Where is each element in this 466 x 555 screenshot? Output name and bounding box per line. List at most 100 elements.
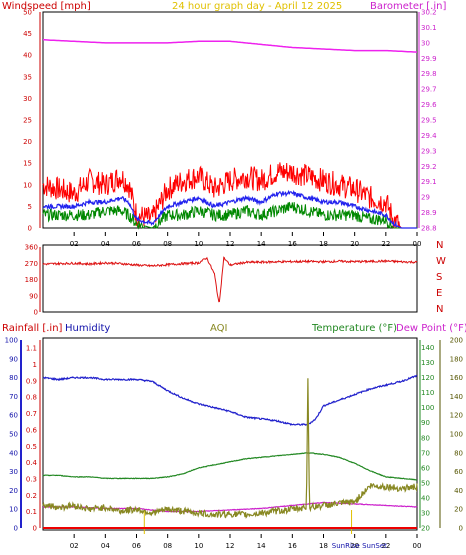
wind-hour-label: 12 bbox=[226, 240, 235, 248]
temperature-tick-label: 110 bbox=[421, 389, 434, 397]
wind-tick-label: 30 bbox=[23, 95, 32, 103]
temperature-tick-label: 120 bbox=[421, 374, 434, 382]
direction-tick-label: 0 bbox=[34, 309, 38, 317]
barometer-tick-label: 29.6 bbox=[421, 101, 437, 109]
humidity-tick-label: 90 bbox=[9, 355, 18, 363]
humidity-tick-label: 100 bbox=[5, 337, 18, 345]
wind-hour-label: 00 bbox=[413, 240, 422, 248]
temperature-tick-label: 130 bbox=[421, 359, 434, 367]
rainfall-tick-label: 0.5 bbox=[26, 443, 37, 451]
climate-hour-label: 02 bbox=[70, 542, 79, 550]
climate-hour-label: 04 bbox=[101, 542, 110, 550]
wind-tick-label: 35 bbox=[23, 73, 32, 81]
axis-ticks-layer: 0510152025303540455028.828.92929.129.229… bbox=[5, 9, 463, 551]
rainfall-tick-label: 0.3 bbox=[26, 475, 37, 483]
rainfall-tick-label: 1.1 bbox=[26, 345, 37, 353]
barometer-line bbox=[43, 39, 418, 53]
temperature-tick-label: 40 bbox=[421, 494, 430, 502]
climate-hour-label: 00 bbox=[413, 542, 422, 550]
wind-direction-line bbox=[42, 256, 418, 303]
barometer-tick-label: 29.2 bbox=[421, 163, 437, 171]
rainfall-tick-label: 0 bbox=[33, 525, 37, 533]
compass-label: W bbox=[436, 256, 446, 267]
temperature-title: Temperature (°F) bbox=[311, 323, 397, 334]
wind-tick-label: 0 bbox=[28, 225, 32, 233]
wind-hour-label: 04 bbox=[101, 240, 110, 248]
wind-hour-label: 08 bbox=[163, 240, 172, 248]
wind-tick-label: 10 bbox=[23, 181, 32, 189]
aqi-tick-label: 80 bbox=[454, 449, 463, 457]
aqi-line bbox=[42, 378, 418, 519]
barometer-tick-label: 29 bbox=[421, 194, 430, 202]
wind-tick-label: 40 bbox=[23, 52, 32, 60]
wind-tick-label: 50 bbox=[23, 9, 32, 17]
humidity-tick-label: 70 bbox=[9, 393, 18, 401]
rainfall-title: Rainfall [.in] bbox=[2, 323, 63, 334]
aqi-tick-label: 20 bbox=[454, 506, 463, 514]
direction-tick-label: 270 bbox=[25, 260, 38, 268]
compass-label: N bbox=[436, 304, 443, 315]
series-layer bbox=[42, 39, 418, 529]
climate-hour-label: 18 bbox=[319, 542, 328, 550]
wind-blue-line bbox=[42, 189, 417, 229]
climate-hour-label: 22 bbox=[381, 542, 390, 550]
wind-tick-label: 45 bbox=[23, 30, 32, 38]
temperature-tick-label: 90 bbox=[421, 419, 430, 427]
humidity-tick-label: 0 bbox=[14, 525, 18, 533]
wind-tick-label: 20 bbox=[23, 138, 32, 146]
aqi-tick-label: 140 bbox=[450, 393, 463, 401]
aqi-tick-label: 100 bbox=[450, 431, 463, 439]
barometer-tick-label: 28.9 bbox=[421, 209, 437, 217]
windspeed-title: Windspeed [mph] bbox=[2, 1, 91, 12]
temperature-tick-label: 100 bbox=[421, 404, 434, 412]
wind-hour-label: 10 bbox=[194, 240, 203, 248]
wind-tick-label: 25 bbox=[23, 117, 32, 125]
climate-hour-label: 10 bbox=[194, 542, 203, 550]
wind-tick-label: 5 bbox=[28, 203, 32, 211]
rainfall-tick-label: 1 bbox=[33, 361, 37, 369]
barometer-tick-label: 30.2 bbox=[421, 9, 437, 17]
barometer-tick-label: 29.9 bbox=[421, 55, 437, 63]
compass-label: E bbox=[436, 288, 442, 299]
temperature-tick-label: 80 bbox=[421, 434, 430, 442]
aqi-title: AQI bbox=[210, 323, 228, 334]
climate-hour-label: 06 bbox=[132, 542, 141, 550]
wind-hour-label: 18 bbox=[319, 240, 328, 248]
humidity-tick-label: 80 bbox=[9, 374, 18, 382]
climate-hour-label: 08 bbox=[163, 542, 172, 550]
climate-hour-label: 12 bbox=[226, 542, 235, 550]
dewpoint-title: Dew Point (°F) bbox=[396, 323, 466, 334]
barometer-tick-label: 30.1 bbox=[421, 24, 437, 32]
windspeed-line bbox=[42, 162, 417, 229]
barometer-tick-label: 29.5 bbox=[421, 117, 437, 125]
barometer-tick-label: 29.3 bbox=[421, 147, 437, 155]
graph-title: 24 hour graph day - April 12 2025 bbox=[172, 1, 342, 12]
direction-tick-label: 180 bbox=[25, 276, 38, 284]
rainfall-tick-label: 0.6 bbox=[26, 426, 38, 434]
humidity-tick-label: 50 bbox=[9, 431, 18, 439]
rainfall-tick-label: 0.7 bbox=[26, 410, 37, 418]
humidity-tick-label: 20 bbox=[9, 487, 18, 495]
wind-hour-label: 20 bbox=[350, 240, 359, 248]
temperature-tick-label: 20 bbox=[421, 525, 430, 533]
compass-label: S bbox=[436, 272, 442, 283]
wind-hour-label: 02 bbox=[70, 240, 79, 248]
barometer-tick-label: 29.4 bbox=[421, 132, 437, 140]
direction-panel-frame bbox=[42, 244, 418, 313]
compass-label: N bbox=[436, 240, 443, 251]
humidity-tick-label: 40 bbox=[9, 449, 18, 457]
rainfall-tick-label: 0.9 bbox=[26, 377, 37, 385]
aqi-tick-label: 120 bbox=[450, 412, 463, 420]
rainfall-tick-label: 0.4 bbox=[26, 459, 38, 467]
aqi-tick-label: 180 bbox=[450, 355, 463, 363]
barometer-tick-label: 29.8 bbox=[421, 70, 437, 78]
direction-tick-label: 90 bbox=[29, 292, 38, 300]
humidity-tick-label: 30 bbox=[9, 468, 18, 476]
aqi-tick-label: 40 bbox=[454, 487, 463, 495]
aqi-tick-label: 0 bbox=[459, 525, 463, 533]
wind-green-line bbox=[42, 201, 417, 230]
barometer-title: Barometer [.in] bbox=[370, 1, 446, 12]
rainfall-tick-label: 0.1 bbox=[26, 508, 37, 516]
wind-hour-label: 14 bbox=[257, 240, 266, 248]
temperature-line bbox=[42, 452, 418, 481]
